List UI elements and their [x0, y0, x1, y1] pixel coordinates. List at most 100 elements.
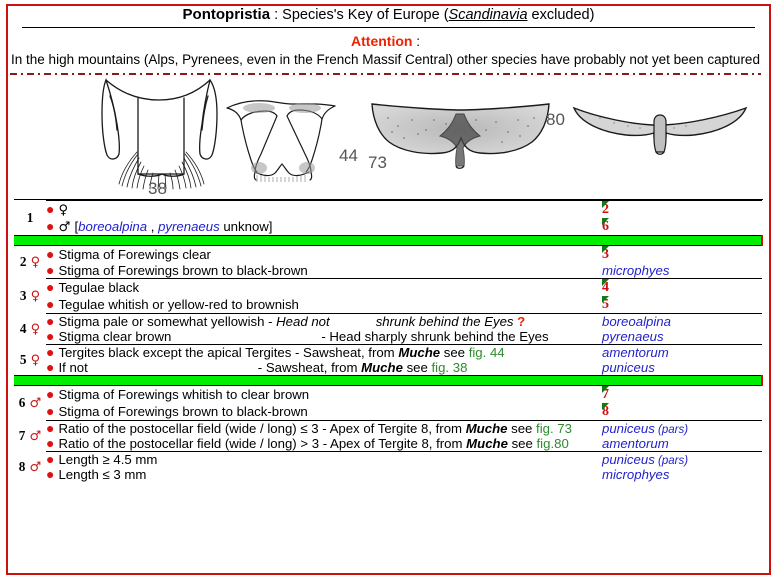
lead-description[interactable]: ● Length ≥ 4.5 mm — [46, 451, 602, 467]
species-note: (pars) — [654, 455, 689, 467]
couplet-reference-cell[interactable]: 3 — [602, 245, 762, 263]
lead-text-segment: Head not — [276, 314, 330, 329]
lead-description[interactable]: ● Stigma of Forewings brown to black-brow… — [46, 263, 602, 279]
species-name: puniceus — [602, 421, 655, 436]
lead-description[interactable]: ● Tergites black except the apical Tergit… — [46, 344, 602, 360]
bullet-icon: ● — [46, 359, 55, 375]
couplet-number-4: 4 ♀ — [14, 314, 46, 345]
couplet-number: 2 — [19, 254, 27, 269]
attention-colon: : — [412, 34, 420, 49]
species-result-cell[interactable]: microphyes — [602, 467, 762, 482]
couplet-number: 4 — [19, 321, 27, 336]
bullet-icon: ● — [46, 313, 55, 329]
lead-description[interactable]: ● Stigma of Forewings clear — [46, 245, 602, 263]
species-name: amentorum — [602, 345, 669, 360]
comment-marker-icon — [602, 386, 609, 393]
table-row: 4 ♀ ● Stigma pale or somewhat yellowish - … — [14, 313, 762, 337]
species-result-cell[interactable]: puniceus — [602, 360, 762, 376]
couplet-reference: 6 — [602, 219, 609, 234]
lead-text-segment: ? — [513, 314, 526, 329]
table-row: 2 ♀ ● Stigma of Forewings clear 3 — [14, 245, 762, 270]
couplet-number-5: 5 ♀ — [14, 345, 46, 376]
lead-description[interactable]: ● ♂ [boreoalpina , pyrenaeus unknow] — [46, 218, 602, 236]
species-result-cell[interactable]: microphyes — [602, 263, 762, 279]
lead-description[interactable]: ● Stigma of Forewings whitish to clear br… — [46, 385, 602, 403]
sex-symbol-male: ♂ — [25, 396, 42, 411]
lead-description[interactable]: ● ♀ — [46, 200, 602, 218]
lead-description[interactable]: ● Stigma clear brown - Head sharply shrunk… — [46, 329, 602, 345]
table-row: ● ♂ [boreoalpina , pyrenaeus unknow] 6 — [14, 218, 762, 236]
separator-bar — [46, 375, 763, 386]
couplet-number-7: 7 ♂ — [14, 421, 46, 452]
table-row: ● If not - Sawsheat, from Muche see fig. 3… — [14, 360, 762, 376]
table-row: 5 ♀ ● Tergites black except the apical Ter… — [14, 344, 762, 368]
lead-description[interactable]: ● Stigma of Forewings brown to black-brow… — [46, 403, 602, 421]
figure-38: 38 — [88, 78, 238, 201]
lead-text-segment: - Sawsheat, from — [257, 360, 362, 375]
lead-description[interactable]: ● Tegulae whitish or yellow-red to browni… — [46, 296, 602, 314]
couplet-reference-cell[interactable]: 5 — [602, 296, 762, 314]
species-result-cell[interactable]: puniceus (pars) — [602, 451, 762, 467]
species-result-cell[interactable]: boreoalpina — [602, 313, 762, 329]
lead-text-segment: Stigma clear brown — [58, 329, 172, 344]
couplet-number-6: 6 ♂ — [14, 386, 46, 421]
lead-description[interactable]: ● Ratio of the postocellar field (wide / … — [46, 436, 602, 452]
species-name: boreoalpina — [602, 314, 671, 329]
couplet-number: 1 — [26, 210, 34, 225]
lead-text-segment: see — [507, 436, 537, 451]
couplet-reference: 7 — [602, 387, 609, 402]
couplet-reference: 8 — [602, 404, 609, 419]
lead-text-segment: fig. 73 — [536, 421, 572, 436]
couplet-reference-cell[interactable]: 7 — [602, 385, 762, 403]
species-result-cell[interactable]: amentorum — [602, 436, 762, 452]
title-tail: excluded) — [527, 7, 595, 23]
lead-description[interactable]: ● Length ≤ 3 mm — [46, 467, 602, 482]
couplet-reference: 2 — [602, 202, 609, 217]
lead-text-segment: Muche — [465, 421, 508, 436]
lead-description[interactable]: ● Tegulae black — [46, 278, 602, 296]
lead-text-segment: Stigma pale or somewhat yellowish - — [58, 314, 277, 329]
bullet-icon: ● — [46, 279, 55, 295]
species-result-cell[interactable]: amentorum — [602, 344, 762, 360]
table-row: 7 ♂ ● Ratio of the postocellar field (wide… — [14, 420, 762, 444]
table-row: ● Stigma clear brown - Head sharply shrunk… — [14, 329, 762, 345]
species-result-cell[interactable]: pyrenaeus — [602, 329, 762, 345]
lead-text-segment: see — [507, 421, 537, 436]
dashed-divider — [10, 73, 761, 75]
lead-description[interactable]: ● Stigma pale or somewhat yellowish - Hea… — [46, 313, 602, 329]
species-note: (pars) — [654, 424, 689, 436]
lead-text-segment: Tegulae black — [58, 280, 140, 295]
lead-text-segment: fig.80 — [536, 436, 569, 451]
lead-description[interactable]: ● If not - Sawsheat, from Muche see fig. 3… — [46, 360, 602, 376]
lead-text-segment: Stigma of Forewings clear — [58, 247, 211, 262]
sex-symbol-female: ♀ — [26, 255, 41, 270]
lead-description[interactable]: ● Ratio of the postocellar field (wide / … — [46, 420, 602, 436]
species-name: puniceus — [602, 452, 655, 467]
couplet-reference-cell[interactable]: 8 — [602, 403, 762, 421]
species-name: puniceus — [602, 360, 655, 375]
couplet-reference: 3 — [602, 247, 609, 262]
species-name: pyrenaeus — [602, 329, 664, 344]
couplet-number: 6 — [18, 395, 26, 410]
figure-strip: 38 — [8, 78, 763, 198]
lead-text-segment: Stigma of Forewings whitish to clear bro… — [58, 387, 310, 402]
table-row: ● Length ≤ 3 mm microphyes — [14, 467, 762, 482]
couplet-reference-cell[interactable]: 4 — [602, 278, 762, 296]
separator-num-cell — [14, 235, 46, 246]
sex-symbol-male: ♂ — [25, 460, 42, 475]
scandinavia-note: Scandinavia — [448, 7, 528, 23]
couplet-reference-cell[interactable]: 6 — [602, 218, 762, 236]
bullet-icon: ● — [46, 403, 55, 419]
lead-text-segment: Ratio of the postocellar field (wide / l… — [58, 421, 466, 436]
species-result-cell[interactable]: puniceus (pars) — [602, 420, 762, 436]
bullet-icon: ● — [46, 217, 55, 234]
lead-text-segment: unknow] — [219, 218, 273, 234]
sex-symbol-female: ♀ — [26, 289, 41, 304]
lead-text-segment: Muche — [398, 345, 441, 360]
comment-marker-icon — [602, 218, 609, 225]
couplet-reference: 4 — [602, 280, 609, 295]
couplet-reference-cell[interactable]: 2 — [602, 200, 762, 218]
attention-heading: Attention : — [10, 33, 761, 49]
species-name: microphyes — [602, 263, 670, 278]
figure-73: 73 80 — [368, 100, 565, 177]
